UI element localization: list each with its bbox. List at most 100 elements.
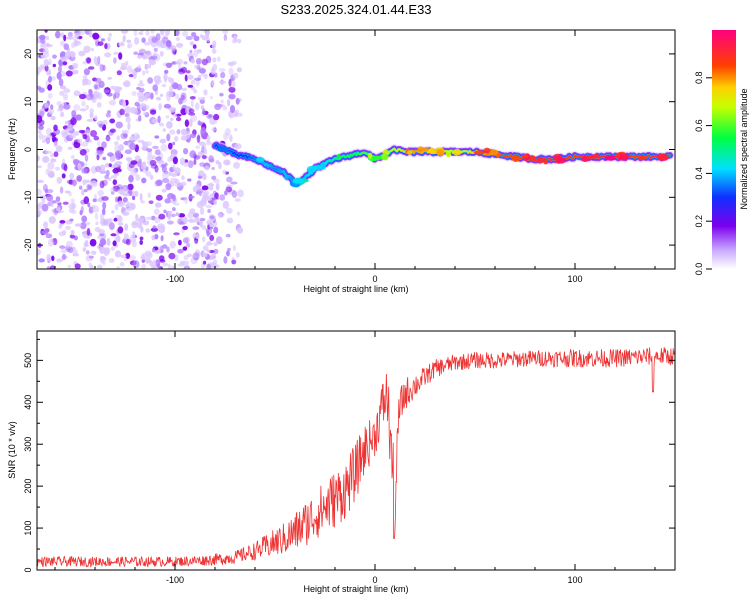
noise-speckle [106, 239, 111, 246]
noise-speckle [196, 135, 201, 143]
noise-speckle [170, 172, 178, 177]
noise-speckle [164, 77, 167, 83]
noise-speckle [131, 239, 137, 248]
noise-speckle [42, 139, 46, 143]
snr-frame [36, 330, 676, 571]
noise-speckle [162, 178, 170, 183]
noise-speckle [84, 154, 89, 162]
noise-speckle [37, 165, 42, 169]
noise-speckle [63, 164, 68, 172]
noise-speckle [80, 222, 87, 230]
noise-speckle [82, 134, 88, 140]
ridge-blob [592, 154, 600, 158]
noise-speckle [69, 172, 75, 180]
noise-speckle [147, 192, 151, 198]
spectrogram-ytick-label: -20 [23, 239, 33, 252]
snr-xtick-label: 0 [372, 575, 377, 585]
ridge-blob [217, 146, 228, 153]
noise-speckle [207, 240, 212, 245]
noise-speckle [180, 92, 187, 100]
noise-speckle [203, 89, 207, 95]
noise-speckle [231, 80, 236, 88]
noise-speckle [148, 200, 154, 204]
noise-speckle [73, 158, 80, 166]
noise-speckle [195, 80, 200, 87]
noise-speckle [77, 138, 82, 144]
noise-speckle [58, 65, 62, 74]
ridge-blob [367, 152, 373, 159]
noise-speckle [119, 108, 125, 116]
noise-speckle [95, 221, 99, 225]
noise-speckle [234, 198, 241, 202]
noise-speckle [86, 228, 91, 236]
noise-speckle [125, 203, 131, 208]
noise-speckle [176, 129, 181, 135]
noise-speckle [61, 133, 67, 139]
noise-speckle [233, 36, 238, 40]
noise-speckle [168, 142, 173, 150]
noise-speckle [117, 222, 124, 226]
noise-speckle [220, 71, 226, 79]
noise-speckle [74, 33, 80, 38]
noise-speckle [121, 129, 129, 134]
noise-speckle [213, 199, 217, 206]
ridge-blob [407, 150, 413, 155]
noise-speckle [141, 145, 147, 151]
ridge-blob [473, 150, 485, 155]
ridge-blob [556, 157, 567, 164]
figure-title: S233.2025.324.01.44.E33 [280, 2, 431, 17]
noise-speckle [74, 131, 80, 136]
noise-speckle [202, 190, 210, 196]
noise-speckle [212, 39, 217, 48]
noise-speckle [208, 155, 214, 163]
noise-speckle [167, 156, 173, 163]
noise-speckle [159, 50, 164, 57]
noise-speckle [79, 149, 87, 156]
noise-speckle [165, 40, 172, 48]
noise-speckle [119, 262, 125, 267]
noise-speckle [54, 166, 61, 171]
noise-speckle [175, 113, 182, 117]
noise-speckle [187, 178, 192, 182]
noise-speckle [125, 200, 130, 204]
noise-speckle [56, 108, 64, 112]
noise-speckle [166, 93, 171, 102]
noise-speckle [44, 103, 49, 108]
noise-speckle [219, 68, 226, 72]
noise-speckle [209, 227, 213, 234]
noise-speckle [205, 204, 213, 209]
noise-speckle [56, 207, 60, 212]
snr-ytick-label: 300 [23, 437, 33, 452]
noise-speckle [40, 52, 45, 60]
noise-speckle [112, 240, 117, 247]
noise-speckle [184, 196, 188, 204]
noise-speckle [135, 174, 141, 181]
noise-speckle [110, 233, 117, 237]
noise-speckle [94, 212, 99, 220]
noise-speckle [48, 58, 52, 65]
noise-speckle [47, 238, 55, 247]
noise-speckle [68, 191, 72, 197]
noise-speckle [190, 99, 194, 108]
noise-speckle [67, 247, 74, 254]
noise-speckle [169, 117, 174, 121]
noise-speckle [145, 70, 149, 74]
noise-speckle [194, 77, 201, 81]
noise-speckle [50, 158, 57, 163]
noise-speckle [167, 210, 173, 214]
noise-speckle [142, 104, 150, 111]
noise-speckle [169, 240, 176, 249]
noise-speckle [104, 163, 111, 168]
noise-speckle [37, 154, 40, 162]
noise-speckle [109, 118, 116, 124]
noise-speckle [48, 108, 54, 115]
noise-speckle [113, 93, 116, 100]
noise-speckle [131, 91, 137, 96]
noise-speckle [231, 259, 237, 265]
noise-speckle [174, 135, 179, 142]
noise-speckle [79, 93, 87, 100]
noise-speckle [153, 208, 160, 215]
noise-speckle [78, 50, 86, 57]
noise-speckle [139, 80, 144, 84]
